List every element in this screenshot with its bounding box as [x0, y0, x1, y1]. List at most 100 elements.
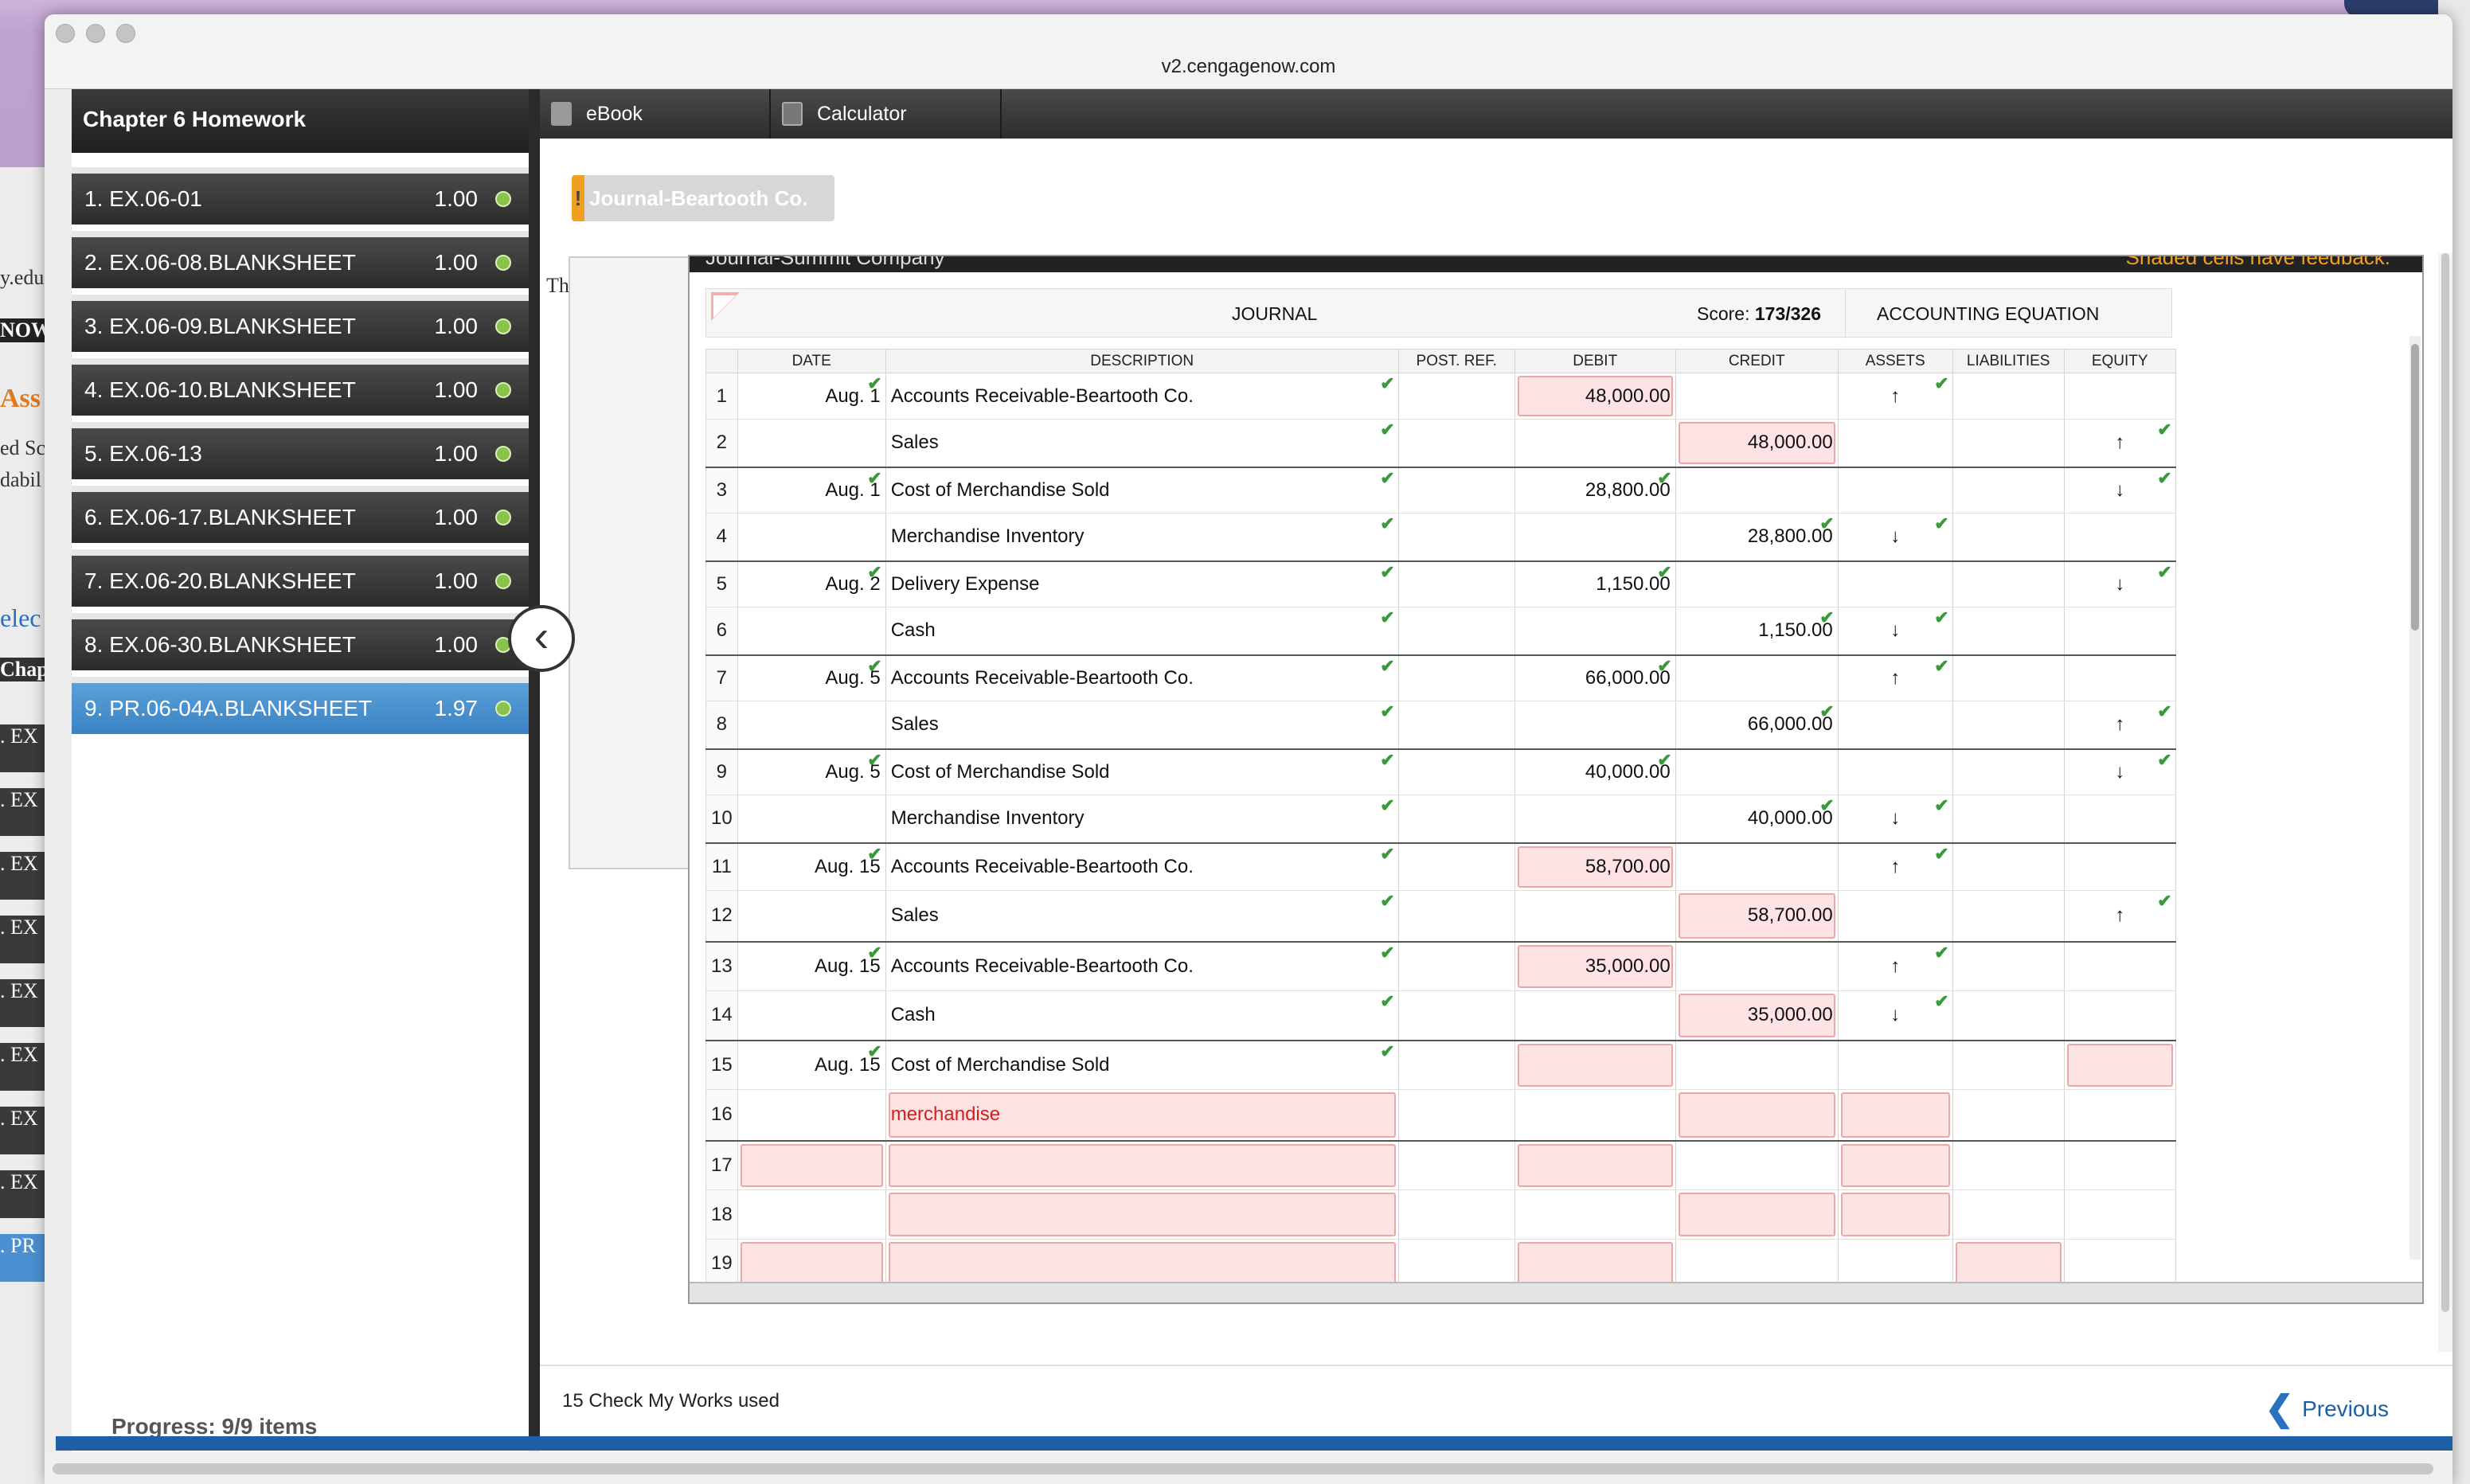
date-cell[interactable]	[737, 1189, 886, 1240]
equity-cell[interactable]	[2063, 1140, 2176, 1190]
assets-cell[interactable]: ↑ ✔	[1837, 941, 1953, 991]
description-cell[interactable]: Sales ✔	[885, 890, 1399, 943]
liab-cell[interactable]	[1952, 842, 2065, 891]
credit-cell[interactable]: 35,000.00	[1675, 990, 1839, 1041]
credit-cell[interactable]	[1675, 373, 1839, 420]
liab-cell[interactable]	[1952, 795, 2065, 844]
date-cell[interactable]: Aug. 1 ✔	[737, 373, 886, 420]
sidebar-item-q9[interactable]: 9. PR.06-04A.BLANKSHEET 1.97	[72, 677, 533, 734]
sidebar-item-q8[interactable]: 8. EX.06-30.BLANKSHEET 1.00	[72, 613, 533, 670]
equity-cell[interactable]: ↑ ✔	[2063, 701, 2176, 750]
debit-cell[interactable]: 48,000.00	[1514, 373, 1676, 420]
credit-cell[interactable]: 48,000.00	[1675, 419, 1839, 468]
sidebar-item-q2[interactable]: 2. EX.06-08.BLANKSHEET 1.00	[72, 231, 533, 288]
equity-cell[interactable]	[2063, 373, 2176, 420]
debit-cell[interactable]: 35,000.00	[1514, 941, 1676, 991]
assets-cell[interactable]: ↓ ✔	[1837, 795, 1953, 844]
equity-cell[interactable]: ↑ ✔	[2063, 890, 2176, 943]
debit-cell[interactable]: 28,800.00 ✔	[1514, 467, 1676, 514]
debit-cell[interactable]	[1514, 1040, 1676, 1090]
credit-cell[interactable]	[1675, 1040, 1839, 1090]
description-cell[interactable]	[885, 1140, 1399, 1190]
liab-cell[interactable]	[1952, 373, 2065, 420]
date-cell[interactable]: Aug. 5 ✔	[737, 748, 886, 795]
previous-button[interactable]: ❮ Previous	[2265, 1388, 2389, 1429]
liab-cell[interactable]	[1952, 560, 2065, 607]
debit-cell[interactable]	[1514, 1089, 1676, 1142]
date-cell[interactable]	[737, 607, 886, 656]
assets-cell[interactable]	[1837, 467, 1953, 514]
post-ref-cell[interactable]	[1397, 842, 1515, 891]
debit-cell[interactable]	[1514, 701, 1676, 750]
liab-cell[interactable]	[1952, 419, 2065, 468]
post-ref-cell[interactable]	[1397, 795, 1515, 844]
credit-cell[interactable]	[1675, 1189, 1839, 1240]
credit-cell[interactable]: 58,700.00	[1675, 890, 1839, 943]
post-ref-cell[interactable]	[1397, 467, 1515, 514]
assets-cell[interactable]	[1837, 748, 1953, 795]
assets-cell[interactable]: ↑ ✔	[1837, 654, 1953, 701]
liab-cell[interactable]	[1952, 1089, 2065, 1142]
date-cell[interactable]: Aug. 15 ✔	[737, 941, 886, 991]
description-cell[interactable]: Sales ✔	[885, 701, 1399, 750]
equity-cell[interactable]	[2063, 1089, 2176, 1142]
credit-cell[interactable]	[1675, 842, 1839, 891]
equity-cell[interactable]	[2063, 1189, 2176, 1240]
liab-cell[interactable]	[1952, 748, 2065, 795]
debit-cell[interactable]	[1514, 990, 1676, 1041]
debit-cell[interactable]	[1514, 1239, 1676, 1287]
liab-cell[interactable]	[1952, 467, 2065, 514]
liab-cell[interactable]	[1952, 654, 2065, 701]
description-cell[interactable]: Cost of Merchandise Sold ✔	[885, 748, 1399, 795]
equity-cell[interactable]: ↑ ✔	[2063, 419, 2176, 468]
date-cell[interactable]: Aug. 15 ✔	[737, 1040, 886, 1090]
post-ref-cell[interactable]	[1397, 1239, 1515, 1287]
debit-cell[interactable]	[1514, 607, 1676, 656]
page-scroll-thumb[interactable]	[2441, 253, 2449, 1312]
debit-cell[interactable]: 1,150.00 ✔	[1514, 560, 1676, 607]
page-scrollbar[interactable]	[2438, 253, 2452, 1352]
liab-cell[interactable]	[1952, 890, 2065, 943]
debit-cell[interactable]	[1514, 795, 1676, 844]
description-cell[interactable]: merchandise	[885, 1089, 1399, 1142]
liab-cell[interactable]	[1952, 701, 2065, 750]
assets-cell[interactable]: ↑ ✔	[1837, 842, 1953, 891]
post-ref-cell[interactable]	[1397, 890, 1515, 943]
debit-cell[interactable]	[1514, 513, 1676, 562]
equity-cell[interactable]	[2063, 1239, 2176, 1287]
equity-cell[interactable]	[2063, 795, 2176, 844]
date-cell[interactable]: Aug. 2 ✔	[737, 560, 886, 607]
liab-cell[interactable]	[1952, 1239, 2065, 1287]
post-ref-cell[interactable]	[1397, 1089, 1515, 1142]
minimize-window-button[interactable]	[86, 24, 105, 43]
post-ref-cell[interactable]	[1397, 373, 1515, 420]
description-cell[interactable]: Sales ✔	[885, 419, 1399, 468]
assets-cell[interactable]	[1837, 1140, 1953, 1190]
sidebar-item-q7[interactable]: 7. EX.06-20.BLANKSHEET 1.00	[72, 549, 533, 607]
description-cell[interactable]: Delivery Expense ✔	[885, 560, 1399, 607]
liab-cell[interactable]	[1952, 941, 2065, 991]
equity-cell[interactable]: ↓ ✔	[2063, 748, 2176, 795]
post-ref-cell[interactable]	[1397, 654, 1515, 701]
equity-cell[interactable]	[2063, 1040, 2176, 1090]
equity-cell[interactable]	[2063, 654, 2176, 701]
date-cell[interactable]	[737, 701, 886, 750]
debit-cell[interactable]: 58,700.00	[1514, 842, 1676, 891]
zoom-window-button[interactable]	[116, 24, 135, 43]
assets-cell[interactable]: ↓ ✔	[1837, 513, 1953, 562]
description-cell[interactable]: Accounts Receivable-Beartooth Co. ✔	[885, 654, 1399, 701]
credit-cell[interactable]: 40,000.00 ✔	[1675, 795, 1839, 844]
credit-cell[interactable]	[1675, 1239, 1839, 1287]
horizontal-scrollbar[interactable]	[45, 1452, 2452, 1484]
liab-cell[interactable]	[1952, 1189, 2065, 1240]
h-scroll-thumb[interactable]	[53, 1463, 2433, 1474]
assets-cell[interactable]	[1837, 1239, 1953, 1287]
assets-cell[interactable]	[1837, 1089, 1953, 1142]
post-ref-cell[interactable]	[1397, 1189, 1515, 1240]
post-ref-cell[interactable]	[1397, 607, 1515, 656]
description-cell[interactable]: Cash ✔	[885, 990, 1399, 1041]
credit-cell[interactable]	[1675, 1140, 1839, 1190]
assets-cell[interactable]: ↓ ✔	[1837, 607, 1953, 656]
post-ref-cell[interactable]	[1397, 560, 1515, 607]
post-ref-cell[interactable]	[1397, 990, 1515, 1041]
